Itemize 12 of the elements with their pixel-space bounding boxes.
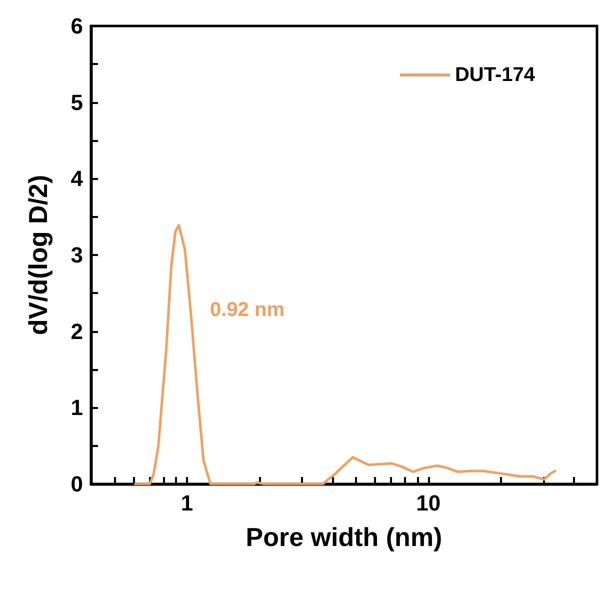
x-tick-label: 10 [416, 490, 441, 516]
x-axis-title: Pore width (nm) [246, 522, 442, 552]
legend-label: DUT-174 [454, 64, 536, 86]
y-tick-label: 6 [70, 14, 83, 38]
y-tick-label: 0 [70, 472, 83, 496]
y-axis-title: dV/d(log D/2) [23, 174, 53, 336]
y-tick-label: 2 [70, 318, 83, 344]
y-tick-label: 4 [70, 166, 84, 192]
y-tick-label: 3 [70, 242, 83, 268]
y-tick-label: 1 [70, 395, 83, 420]
y-tick-label: 5 [70, 90, 83, 115]
annotation: 0.92 nm [210, 299, 284, 321]
